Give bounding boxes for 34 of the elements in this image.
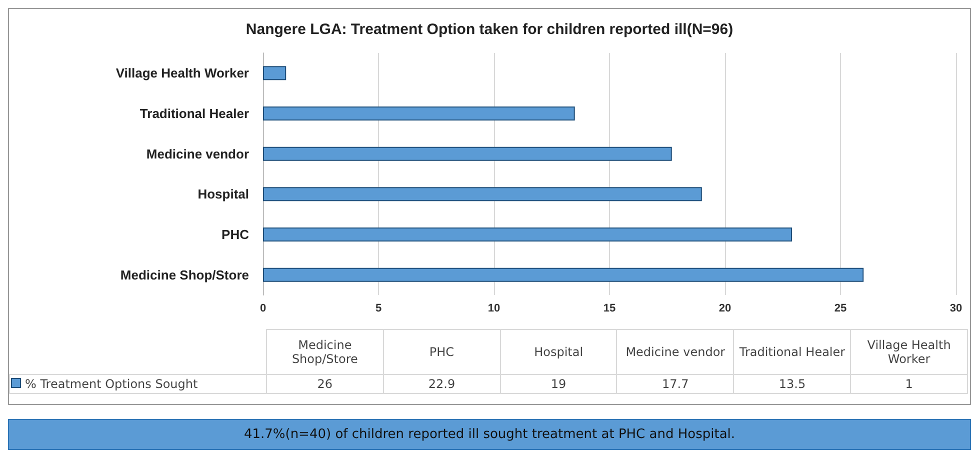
bar <box>263 228 792 242</box>
data-label: 17.7 <box>616 374 734 394</box>
category-label: Medicine vendor <box>616 330 734 374</box>
bar <box>263 106 575 120</box>
text: 41.7%(n=40) of children reported ill sought treatment at PHC and Hospital. <box>8 419 971 450</box>
x-tick-label: 20 <box>718 302 732 314</box>
y-tick-label: Medicine Shop/Store <box>120 267 249 282</box>
chart-title: Nangere LGA: Treatment Option taken for children reported ill(N=96) <box>246 21 734 38</box>
category-label: Hospital <box>500 330 617 374</box>
x-tick-label: 30 <box>950 302 962 314</box>
x-tick-label: 10 <box>488 302 500 314</box>
data-label: 19 <box>500 374 617 394</box>
bar <box>263 66 286 80</box>
data-label: 26 <box>266 374 384 394</box>
data-label: 1 <box>850 374 968 394</box>
x-tick-label: 25 <box>834 302 847 314</box>
legend-label: % Treatment Options Sought <box>10 374 266 394</box>
y-tick-label: PHC <box>222 227 250 242</box>
category-label: Village Health Worker <box>850 330 968 374</box>
x-tick-label: 5 <box>375 302 382 314</box>
bar <box>263 268 864 282</box>
x-tick-label: 0 <box>260 302 266 314</box>
category-label: PHC <box>383 330 500 374</box>
y-tick-label: Hospital <box>198 186 249 202</box>
category-label: Traditional Healer <box>734 330 851 374</box>
data-label: 13.5 <box>734 374 851 394</box>
data-label: 22.9 <box>383 374 500 394</box>
bar <box>263 146 672 161</box>
x-tick-label: 15 <box>603 302 616 314</box>
y-tick-label: Village Health Worker <box>116 66 249 81</box>
y-tick-label: Medicine vendor <box>146 146 249 162</box>
y-tick-label: Traditional Healer <box>140 106 249 121</box>
bar <box>263 187 702 202</box>
category-label: Medicine Shop/Store <box>266 330 384 374</box>
